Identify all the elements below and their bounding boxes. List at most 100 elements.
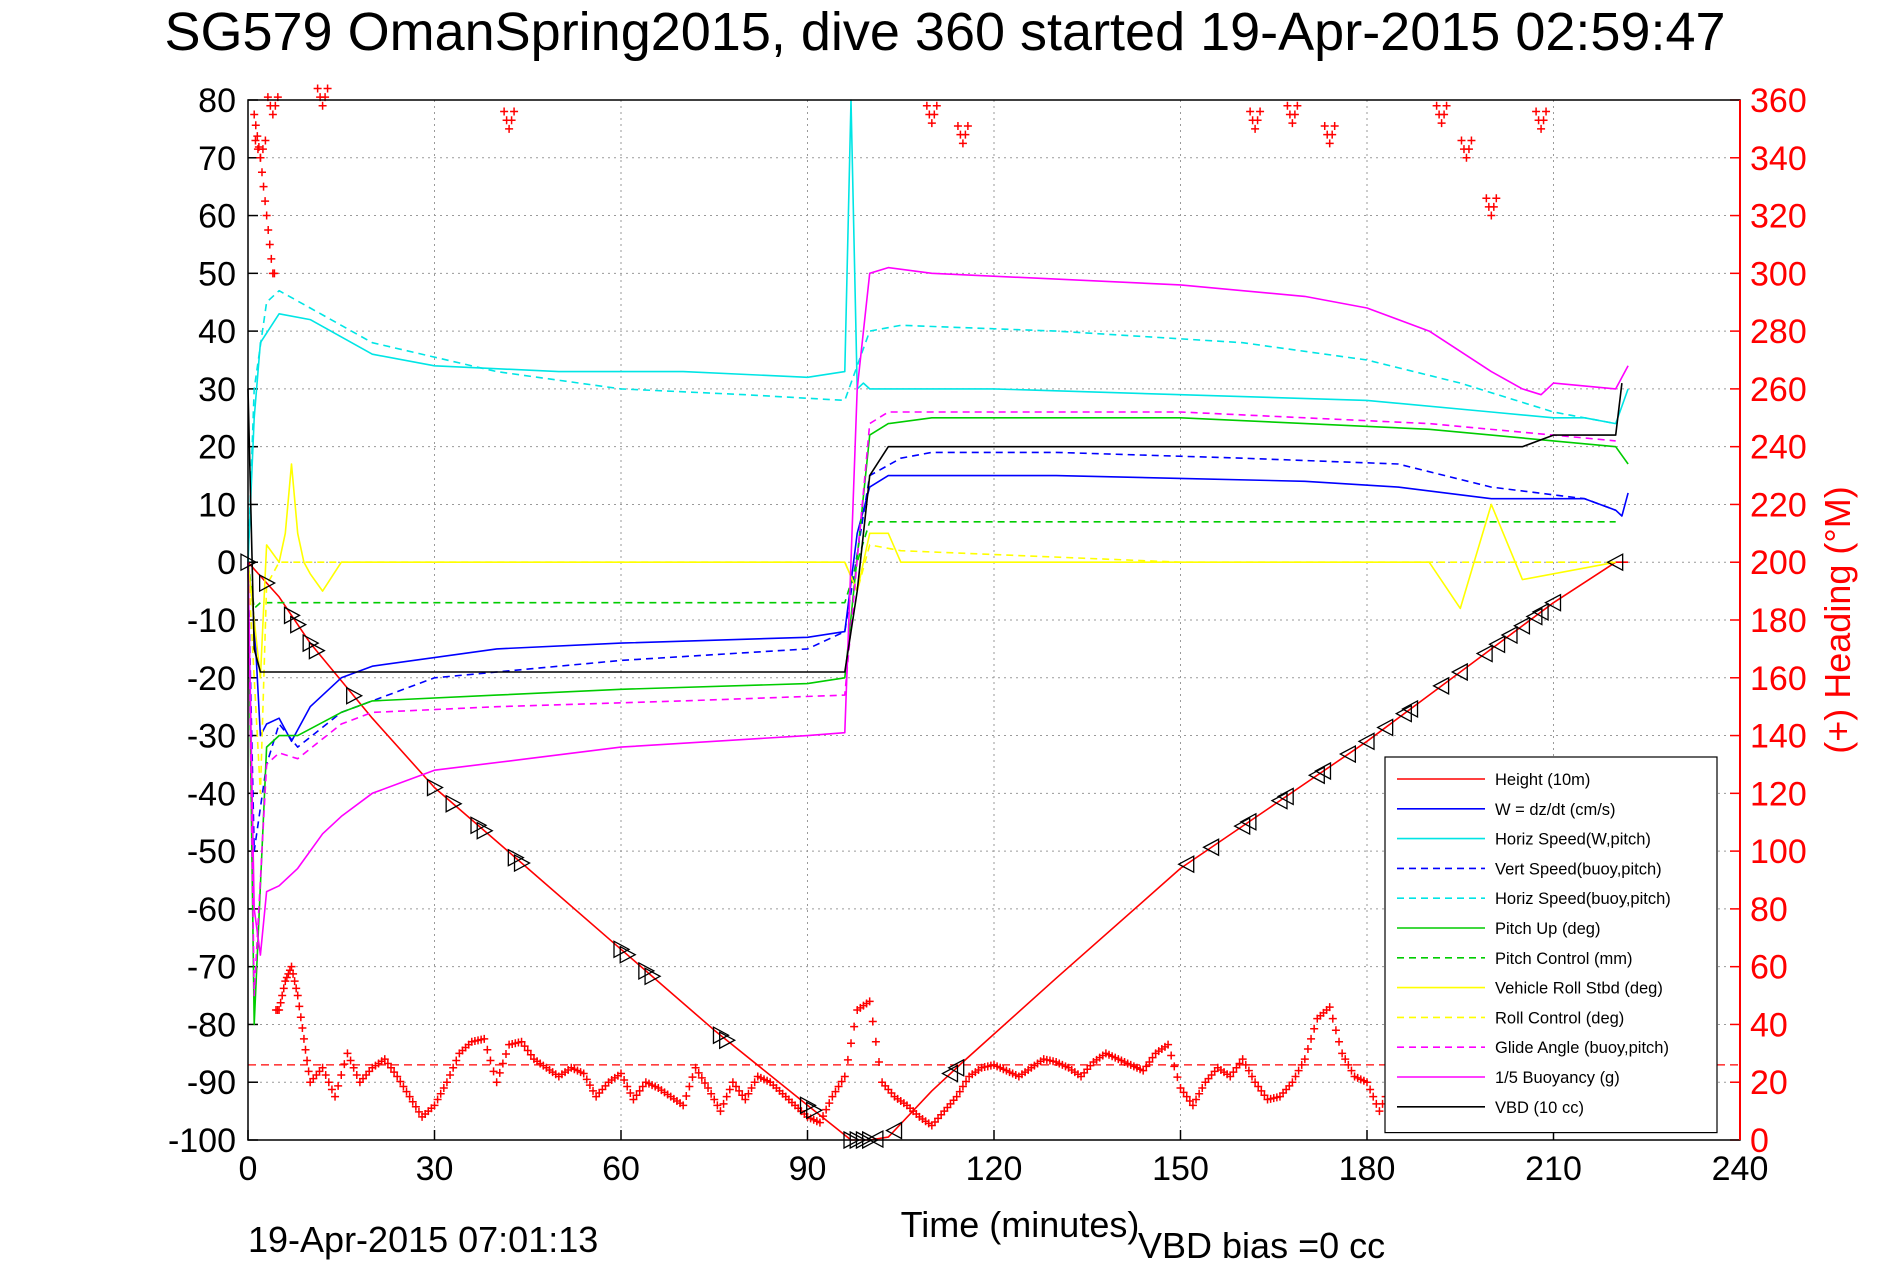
marker-right-triangle — [799, 1096, 817, 1115]
legend-label: Vert Speed(buoy,pitch) — [1495, 860, 1662, 878]
heading-point — [847, 1039, 856, 1048]
y-tick-label: 20 — [198, 429, 236, 467]
heading-point — [253, 132, 262, 141]
right-tick-label: 320 — [1750, 198, 1807, 236]
heading-point — [1176, 1084, 1185, 1092]
heading-point — [446, 1071, 455, 1079]
footer-timestamp: 19-Apr-2015 07:01:13 — [248, 1219, 598, 1260]
heading-point — [1251, 1078, 1260, 1087]
heading-point — [261, 197, 270, 206]
legend-label: Horiz Speed(W,pitch) — [1495, 831, 1651, 849]
heading-point — [732, 1082, 741, 1091]
heading-point — [728, 1078, 737, 1087]
heading-point — [735, 1086, 744, 1095]
heading-point — [1489, 202, 1498, 211]
heading-point — [1325, 139, 1334, 148]
heading-point — [340, 1060, 349, 1069]
heading-point — [1148, 1053, 1157, 1062]
heading-point — [265, 240, 274, 249]
marker-right-triangle — [507, 848, 525, 867]
heading-point — [1303, 1045, 1312, 1053]
heading-point — [346, 1056, 355, 1065]
heading-point — [323, 84, 332, 93]
right-tick-label: 160 — [1750, 660, 1807, 698]
heading-point — [1464, 145, 1473, 154]
heading-point — [1226, 1072, 1235, 1081]
heading-point — [710, 1095, 719, 1104]
heading-point — [750, 1078, 759, 1087]
heading-point — [292, 984, 301, 993]
heading-point — [489, 1067, 498, 1076]
heading-point — [483, 1045, 492, 1054]
right-tick-label: 280 — [1750, 313, 1807, 351]
heading-point — [865, 997, 874, 1006]
heading-point — [290, 977, 299, 986]
marker-left-triangle — [1606, 553, 1624, 572]
heading-point — [930, 110, 939, 119]
marker-left-triangle — [941, 1064, 959, 1083]
heading-point — [626, 1089, 635, 1098]
heading-point — [822, 1105, 831, 1114]
heading-point — [1182, 1092, 1191, 1101]
heading-point — [961, 130, 970, 139]
heading-point — [293, 991, 302, 1000]
heading-point — [393, 1072, 402, 1081]
heading-point — [1241, 1060, 1250, 1069]
heading-point — [871, 1037, 880, 1046]
heading-point — [1195, 1089, 1204, 1098]
heading-point — [1251, 124, 1260, 133]
heading-point — [1307, 1034, 1316, 1043]
heading-point — [1229, 1068, 1238, 1077]
y-tick-label: 0 — [217, 544, 236, 582]
marker-left-triangle — [1314, 761, 1332, 781]
heading-point — [1297, 1060, 1306, 1069]
right-tick-label: 40 — [1750, 1006, 1788, 1044]
heading-point — [275, 1006, 284, 1014]
heading-point — [1192, 1095, 1201, 1104]
heading-point — [399, 1082, 408, 1091]
heading-point — [1260, 1091, 1269, 1100]
legend-label: Pitch Up (deg) — [1495, 920, 1600, 938]
heading-point — [679, 1101, 688, 1110]
left-axis-ticks: -100-90-80-70-60-50-40-30-20-10010203040… — [168, 82, 258, 1160]
heading-point — [1338, 1049, 1347, 1058]
heading-point — [1328, 130, 1337, 139]
marker-right-triangle — [259, 573, 277, 593]
heading-point — [952, 1092, 961, 1101]
heading-point — [837, 1077, 846, 1086]
heading-point — [741, 1095, 750, 1104]
heading-point — [1283, 101, 1292, 110]
y-tick-label: -100 — [168, 1122, 236, 1160]
heading-point — [334, 1081, 343, 1090]
heading-point — [1487, 211, 1496, 220]
marker-left-triangle — [1202, 838, 1220, 857]
heading-point — [258, 145, 267, 154]
heading-point — [264, 226, 273, 234]
heading-point — [1291, 1072, 1300, 1081]
heading-point — [1331, 1026, 1340, 1035]
x-tick-label: 30 — [416, 1150, 454, 1188]
series-line-10 — [247, 266, 1629, 956]
x-tick-label: 120 — [966, 1150, 1023, 1188]
marker-left-triangle — [1376, 718, 1394, 737]
heading-point — [304, 1067, 313, 1076]
marker-left-triangle — [1450, 662, 1468, 682]
heading-point — [713, 1101, 722, 1110]
heading-point — [1288, 1078, 1297, 1087]
heading-point — [1290, 110, 1299, 119]
heading-point — [623, 1082, 632, 1091]
y-tick-label: -60 — [187, 891, 236, 929]
heading-point — [955, 1087, 964, 1096]
marker-left-triangle — [1177, 855, 1195, 874]
heading-point — [725, 1085, 734, 1094]
heading-point — [318, 1063, 327, 1072]
heading-point — [1173, 1073, 1182, 1082]
heading-point — [1328, 1014, 1337, 1023]
heading-point — [383, 1059, 392, 1068]
heading-point — [430, 1101, 439, 1110]
heading-point — [436, 1089, 445, 1098]
marker-left-triangle — [1401, 699, 1419, 719]
heading-point — [411, 1102, 420, 1111]
heading-point — [250, 110, 259, 119]
heading-point — [927, 119, 936, 128]
